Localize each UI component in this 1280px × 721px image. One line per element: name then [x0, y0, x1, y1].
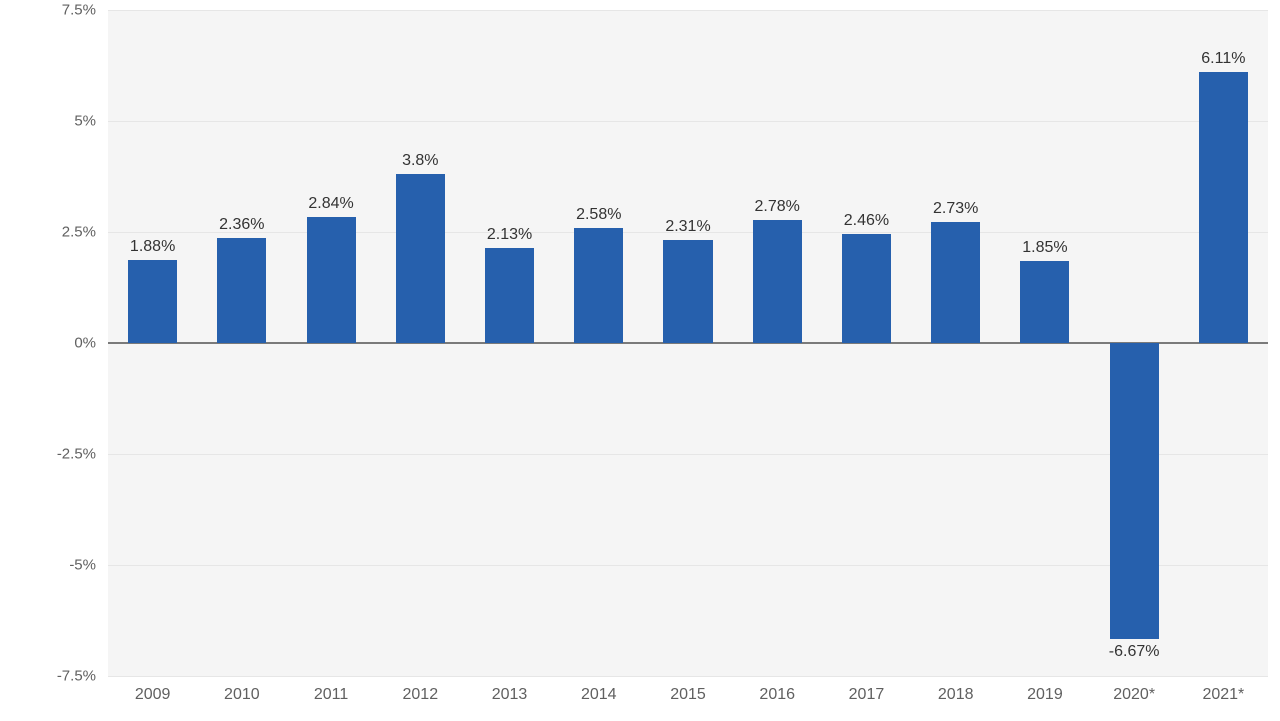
bar-value-label: 2.73%: [933, 200, 978, 218]
x-tick-label: 2021*: [1202, 686, 1244, 704]
bar-value-label: 3.8%: [402, 152, 438, 170]
bar-value-label: 2.31%: [665, 218, 710, 236]
bar-value-label: -6.67%: [1109, 643, 1160, 661]
x-tick-label: 2018: [938, 686, 974, 704]
bar[interactable]: [1199, 72, 1248, 343]
bar[interactable]: [1110, 343, 1159, 639]
x-tick-label: 2013: [492, 686, 528, 704]
x-tick-label: 2019: [1027, 686, 1063, 704]
bar[interactable]: [842, 234, 891, 343]
y-tick-label: 2.5%: [62, 224, 96, 241]
x-tick-label: 2012: [403, 686, 439, 704]
x-tick-label: 2014: [581, 686, 617, 704]
gdp-growth-chart: GDP growth rate compared to previous yea…: [0, 0, 1280, 721]
x-tick-label: 2011: [314, 686, 348, 704]
bar[interactable]: [217, 238, 266, 343]
bar[interactable]: [307, 217, 356, 343]
bar-value-label: 2.13%: [487, 226, 532, 244]
bar-value-label: 2.78%: [755, 198, 800, 216]
x-tick-label: 2010: [224, 686, 260, 704]
gridline: [108, 121, 1268, 122]
x-tick-label: 2020*: [1113, 686, 1155, 704]
bar[interactable]: [753, 220, 802, 343]
y-tick-label: 7.5%: [62, 2, 96, 19]
gridline: [108, 676, 1268, 677]
x-tick-label: 2016: [759, 686, 795, 704]
x-tick-label: 2015: [670, 686, 706, 704]
y-tick-label: -2.5%: [57, 446, 96, 463]
bar[interactable]: [663, 240, 712, 343]
x-tick-label: 2009: [135, 686, 171, 704]
bar-value-label: 2.46%: [844, 212, 889, 230]
bar-value-label: 2.58%: [576, 206, 621, 224]
bar-value-label: 2.36%: [219, 216, 264, 234]
gridline: [108, 10, 1268, 11]
bar-value-label: 1.88%: [130, 238, 175, 256]
bar[interactable]: [1020, 261, 1069, 343]
bar[interactable]: [128, 260, 177, 343]
bar[interactable]: [931, 222, 980, 343]
y-tick-label: -7.5%: [57, 668, 96, 685]
bar[interactable]: [396, 174, 445, 343]
gridline: [108, 565, 1268, 566]
y-tick-label: 0%: [74, 335, 96, 352]
bar[interactable]: [574, 228, 623, 343]
bar-value-label: 6.11%: [1201, 50, 1245, 68]
y-tick-label: -5%: [69, 557, 96, 574]
bar[interactable]: [485, 248, 534, 343]
bar-value-label: 1.85%: [1022, 239, 1067, 257]
gridline: [108, 454, 1268, 455]
y-tick-label: 5%: [74, 113, 96, 130]
bar-value-label: 2.84%: [308, 195, 353, 213]
x-tick-label: 2017: [849, 686, 885, 704]
plot-area: 7.5%5%2.5%0%-2.5%-5%-7.5%1.88%20092.36%2…: [108, 10, 1268, 676]
